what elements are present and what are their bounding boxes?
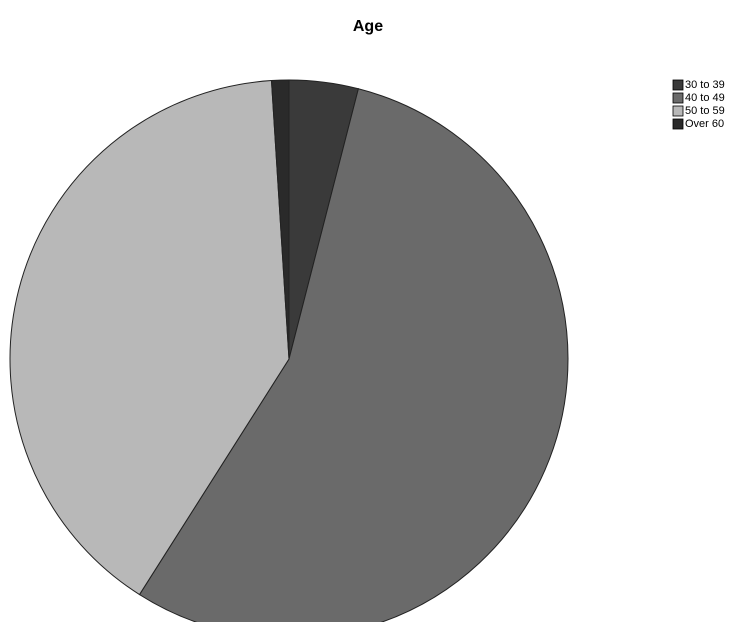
pie-slice <box>138 88 569 622</box>
legend-label: 30 to 39 <box>685 79 725 91</box>
pie-slice <box>9 80 290 596</box>
legend-swatch <box>672 92 684 104</box>
legend-swatch <box>672 79 684 91</box>
legend-label: Over 60 <box>685 118 724 130</box>
legend-label: 50 to 59 <box>685 105 725 117</box>
legend-swatch <box>672 105 684 117</box>
legend-swatch <box>672 118 684 130</box>
chart-title: Age <box>353 18 383 35</box>
legend-label: 40 to 49 <box>685 92 725 104</box>
pie-slice <box>270 79 290 360</box>
